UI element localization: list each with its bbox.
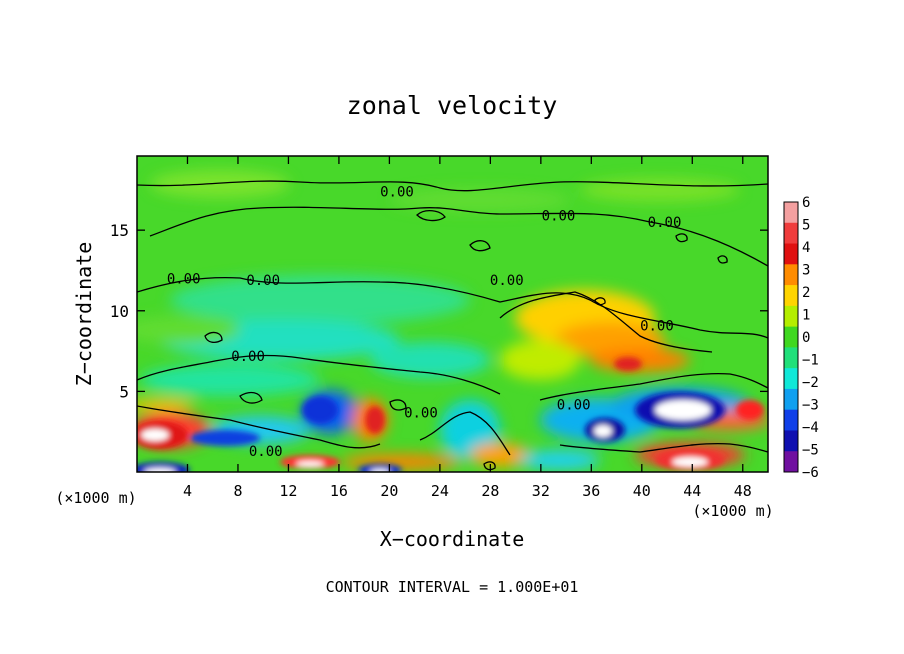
colorbar-swatch <box>784 285 798 307</box>
x-axis-label: X−coordinate <box>380 527 525 551</box>
colorbar-swatch <box>784 368 798 390</box>
contour-label: 0.00 <box>490 273 524 289</box>
colorbar-swatch <box>784 305 798 328</box>
colorbar-label: −3 <box>802 398 819 414</box>
colorbar-frame <box>783 201 799 473</box>
colorbar-swatch <box>784 243 798 265</box>
x-tick-label: 44 <box>683 482 701 500</box>
x-tick-label: 12 <box>279 482 297 500</box>
colorbar-swatch <box>784 430 798 452</box>
colorbar-label: 1 <box>802 308 810 324</box>
colorbar-label: 4 <box>802 240 810 256</box>
contour-label: 0.00 <box>167 272 201 288</box>
y-tick-label: 5 <box>119 382 129 401</box>
x-tick-label: 32 <box>532 482 550 500</box>
x-unit-label-left: (×1000 m) <box>55 489 136 507</box>
colorbar-label: 5 <box>802 218 810 234</box>
x-tick-label: 24 <box>431 482 449 500</box>
colorbar-swatch <box>784 202 798 224</box>
colorbar-label: −2 <box>802 375 819 391</box>
colorbar-swatch <box>784 409 798 431</box>
colorbar-swatch <box>784 326 798 348</box>
colorbar-swatch <box>784 222 798 245</box>
contour-label: 0.00 <box>640 318 674 334</box>
contour-label: 0.00 <box>648 215 682 231</box>
colorbar-label: −5 <box>802 443 819 459</box>
x-tick-label: 48 <box>734 482 752 500</box>
heatmap-field <box>137 156 768 472</box>
contour-label: 0.00 <box>380 184 414 200</box>
colorbar-swatch <box>784 388 798 411</box>
y-tick-label: 15 <box>110 221 129 240</box>
colorbar-label: 2 <box>802 285 810 301</box>
colorbar-swatch <box>784 264 798 286</box>
contour-label: 0.00 <box>542 209 576 225</box>
colorbar-label: 6 <box>802 195 810 211</box>
x-tick-label: 8 <box>233 482 242 500</box>
plot-frame <box>136 155 769 473</box>
colorbar-label: −1 <box>802 353 819 369</box>
x-unit-label-right: (×1000 m) <box>692 502 773 520</box>
colorbar-label: −4 <box>802 420 819 436</box>
contour-label: 0.00 <box>246 273 280 289</box>
y-axis: 5 10 15 <box>110 221 768 401</box>
colorbar-swatch <box>784 451 798 473</box>
chart-title: zonal velocity <box>347 91 558 120</box>
colorbar-swatch <box>784 347 798 369</box>
y-tick-label: 10 <box>110 302 129 321</box>
contour-labels: 0.00 0.00 0.00 0.00 0.00 0.00 0.00 0.00 0.00 0.00… <box>167 184 682 460</box>
x-axis: 4 8 12 16 20 24 28 32 36 40 44 48 <box>183 156 752 500</box>
colorbar-label: −6 <box>802 465 819 481</box>
colorbar-label: 0 <box>802 330 810 346</box>
colorbar-label: 3 <box>802 263 810 279</box>
x-tick-label: 20 <box>380 482 398 500</box>
contour-label: 0.00 <box>249 444 283 460</box>
x-tick-label: 28 <box>481 482 499 500</box>
contour-interval-footer: CONTOUR INTERVAL = 1.000E+01 <box>326 578 579 596</box>
x-tick-label: 4 <box>183 482 192 500</box>
x-tick-label: 36 <box>582 482 600 500</box>
colorbar: 6 5 4 3 2 1 0 −1 −2 −3 −4 −5 −6 <box>783 195 819 481</box>
contour-label: 0.00 <box>557 397 591 413</box>
contour-label: 0.00 <box>404 405 438 421</box>
contour-label: 0.00 <box>231 349 265 365</box>
x-tick-label: 40 <box>633 482 651 500</box>
x-tick-label: 16 <box>330 482 348 500</box>
y-axis-label: Z−coordinate <box>72 242 96 387</box>
